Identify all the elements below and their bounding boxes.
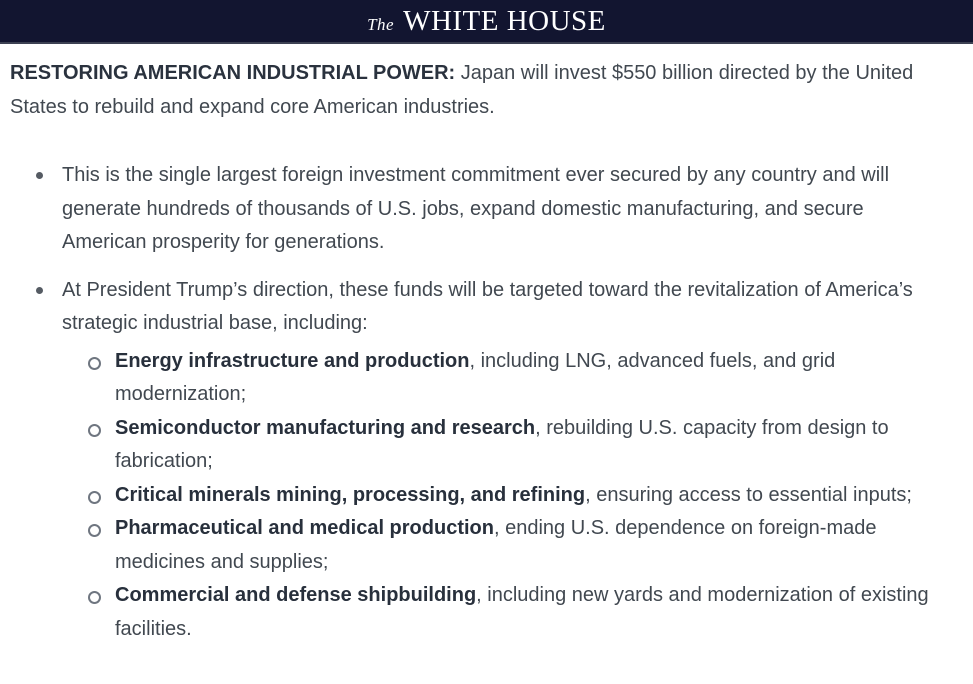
sub-item-bold: Energy infrastructure and production xyxy=(115,349,470,372)
bullet-list: This is the single largest foreign inves… xyxy=(10,159,931,646)
site-header: The WHITE HOUSE xyxy=(0,0,973,44)
sub-bullet-list: Energy infrastructure and production, in… xyxy=(62,345,931,647)
whitehouse-logo[interactable]: The WHITE HOUSE xyxy=(367,5,606,38)
fact-sheet-content: RESTORING AMERICAN INDUSTRIAL POWER: Jap… xyxy=(0,44,973,646)
bullet-text: At President Trump’s direction, these fu… xyxy=(62,278,913,335)
bullet-text: This is the single largest foreign inves… xyxy=(62,164,890,253)
lead-bold-label: RESTORING AMERICAN INDUSTRIAL POWER: xyxy=(10,62,456,84)
sub-item-energy: Energy infrastructure and production, in… xyxy=(62,345,931,412)
bullet-item-investment: This is the single largest foreign inves… xyxy=(10,159,931,260)
sub-item-bold: Pharmaceutical and medical production xyxy=(115,517,494,539)
bullet-item-direction: At President Trump’s direction, these fu… xyxy=(10,274,931,647)
lead-text: Japan will invest $550 billion directed … xyxy=(10,62,914,118)
logo-the-text: The xyxy=(367,14,395,34)
sub-item-bold: Semiconductor manufacturing and research xyxy=(115,416,536,439)
sub-item-bold: Commercial and defense shipbuilding xyxy=(115,584,477,606)
sub-item-shipbuilding: Commercial and defense shipbuilding, inc… xyxy=(62,579,931,646)
sub-item-text: , including new yards and modernization … xyxy=(115,584,929,640)
sub-item-text: , including LNG, advanced fuels, and gri… xyxy=(115,349,836,406)
sub-item-semiconductor: Semiconductor manufacturing and research… xyxy=(62,412,931,479)
sub-item-bold: Critical minerals mining, processing, an… xyxy=(115,483,586,506)
sub-item-text: , ending U.S. dependence on foreign-made… xyxy=(115,517,877,573)
sub-item-minerals: Critical minerals mining, processing, an… xyxy=(62,479,931,513)
sub-item-text: , ensuring access to essential inputs; xyxy=(585,483,912,506)
lead-paragraph: RESTORING AMERICAN INDUSTRIAL POWER: Jap… xyxy=(10,57,931,124)
sub-item-pharma: Pharmaceutical and medical production, e… xyxy=(62,512,931,579)
logo-wordmark: WHITE HOUSE xyxy=(403,4,606,37)
sub-item-text: , rebuilding U.S. capacity from design t… xyxy=(115,416,889,473)
